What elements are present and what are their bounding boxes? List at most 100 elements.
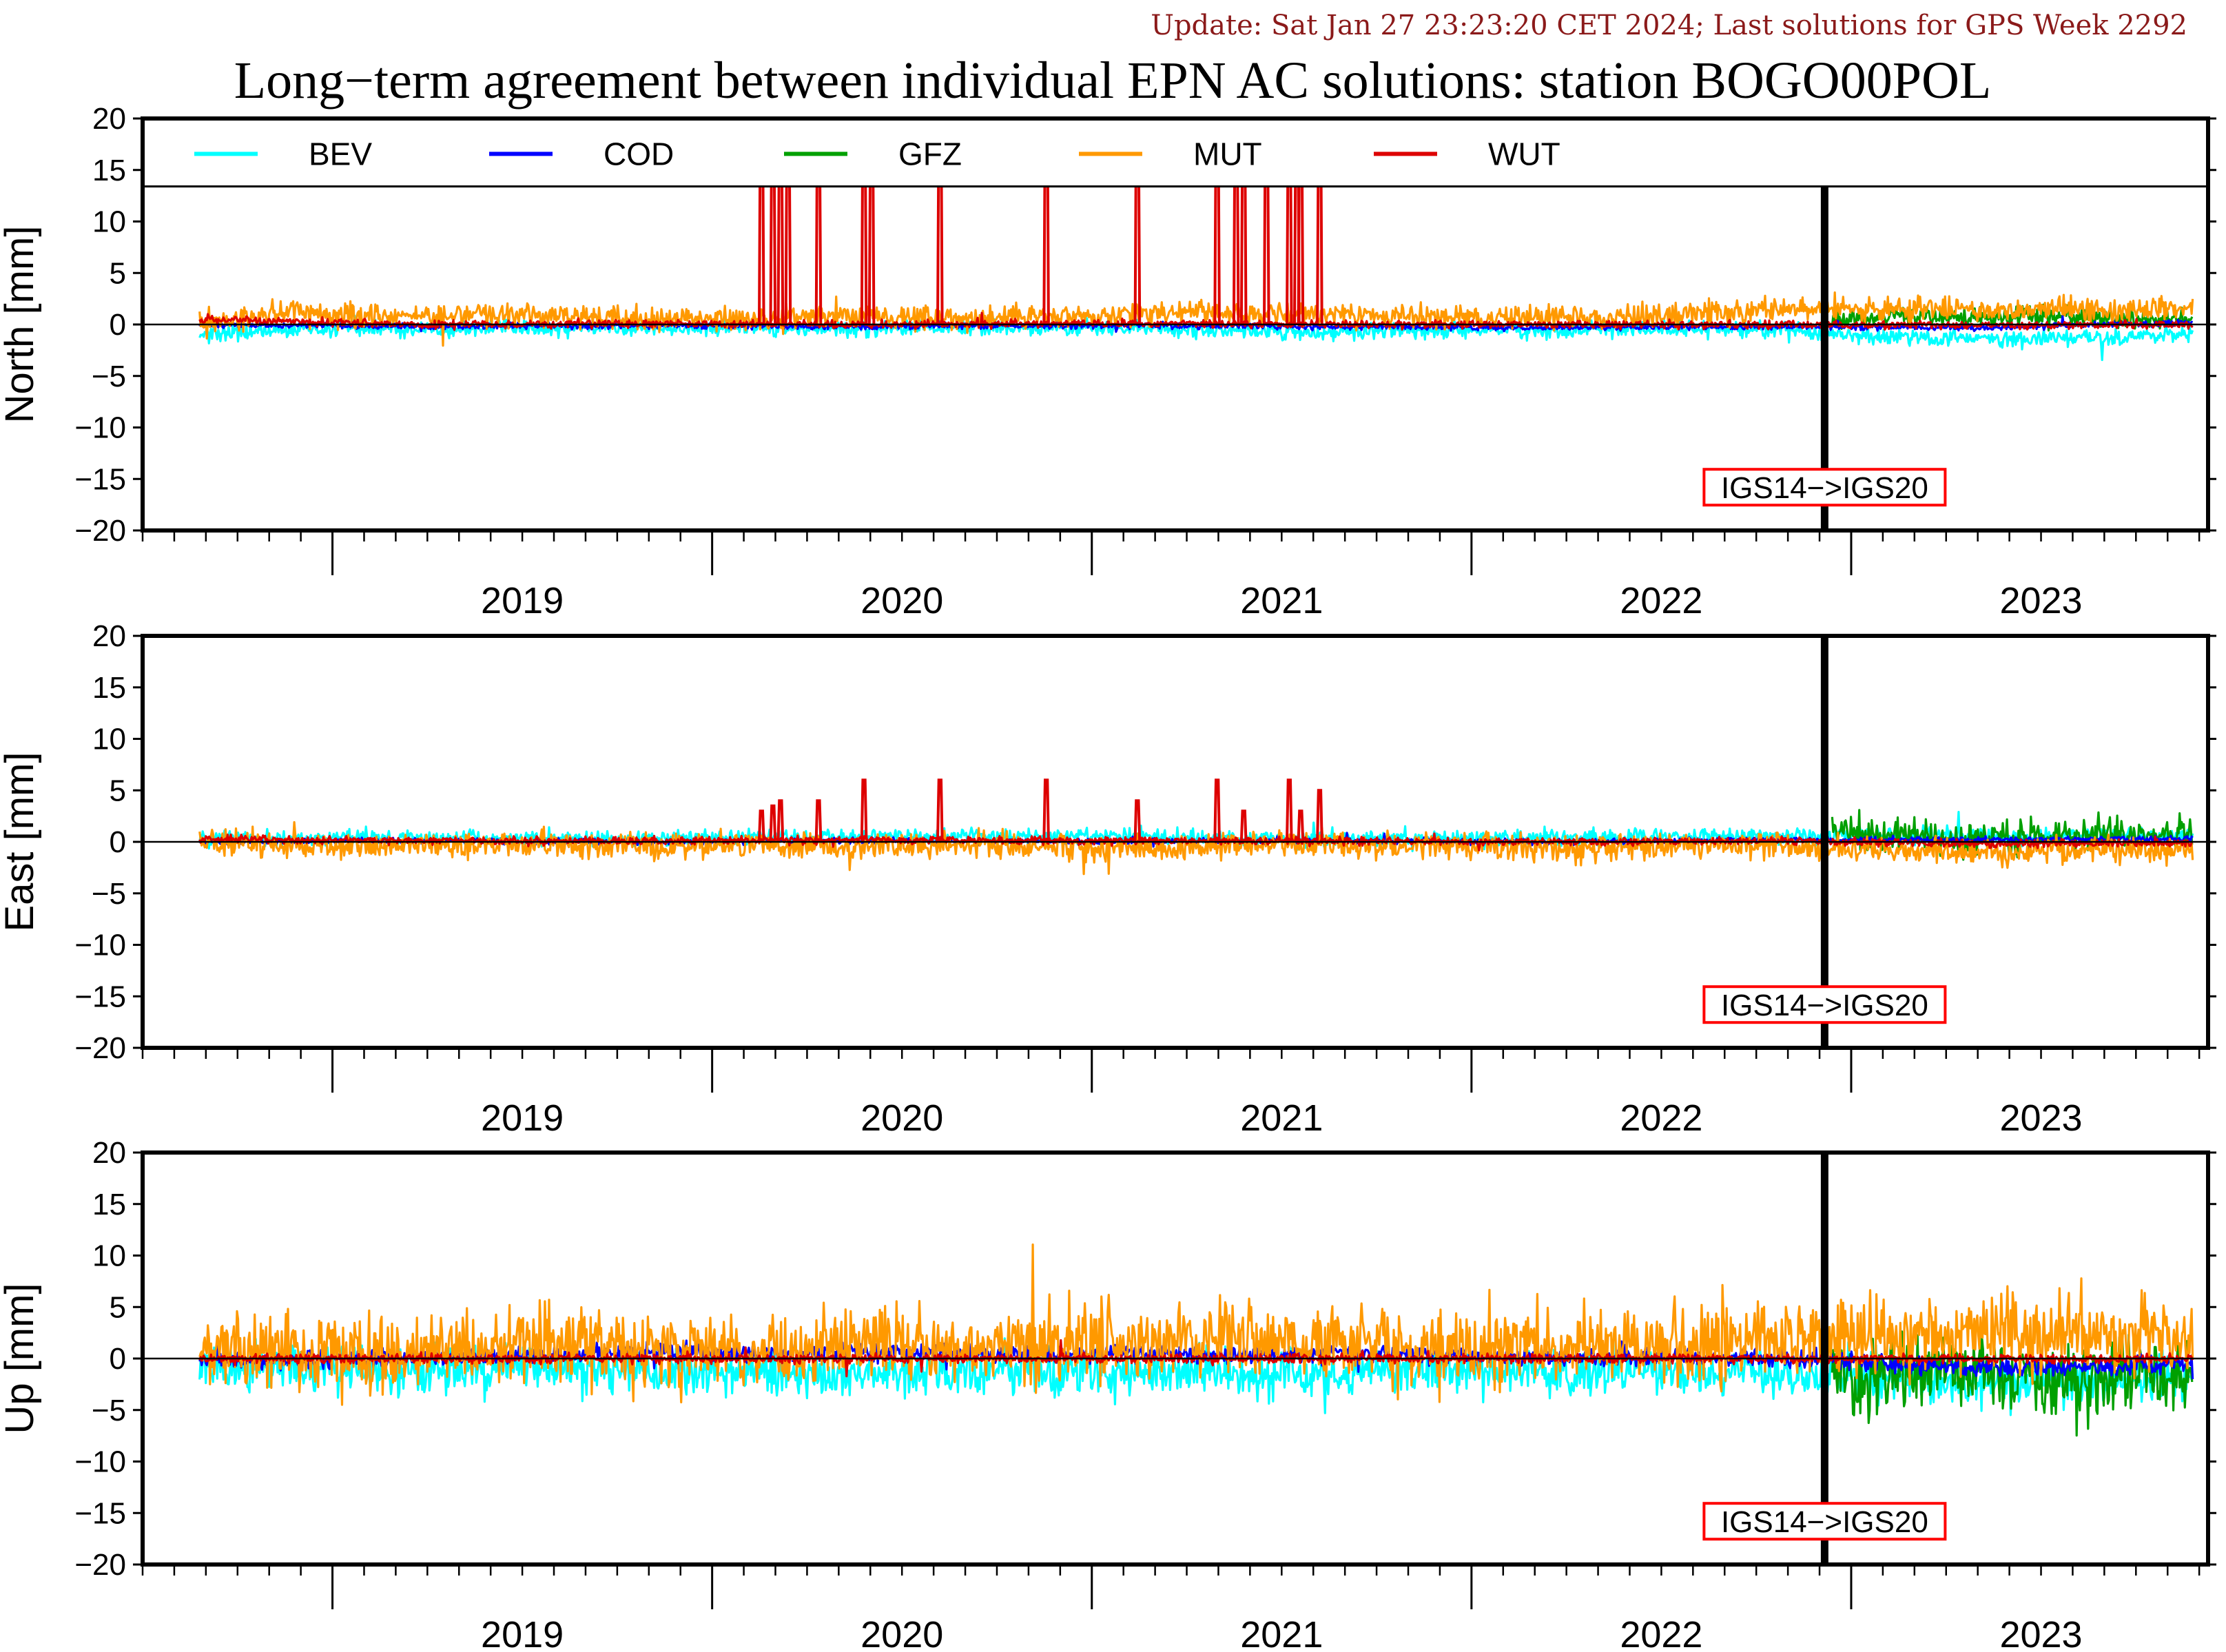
series-wut-spike <box>1239 118 1248 324</box>
annotation-text: IGS14−>IGS20 <box>1721 1505 1928 1539</box>
series-wut-spike <box>776 118 785 324</box>
series-wut-spike <box>1042 118 1050 324</box>
series-wut-spike <box>1297 118 1305 324</box>
x-year-label: 2020 <box>860 1097 943 1139</box>
panel-up: 20 15 10 5 0 −5 −10 −15 −20 Up [mm] 2019 2020 2021 20… <box>0 1136 2216 1652</box>
y-axis-label: North [mm] <box>0 226 42 424</box>
legend-label-mut: MUT <box>1193 136 1262 172</box>
y-tick-label: 5 <box>110 774 126 807</box>
panels-group: BEV COD GFZ MUT WUT 20 15 10 5 0 −5 −10 −15 −20 North … <box>0 102 2216 1652</box>
y-tick-label: −5 <box>92 360 126 393</box>
x-year-label: 2022 <box>1620 1614 1702 1652</box>
series-wut-spike <box>769 804 777 840</box>
y-tick-label: −10 <box>74 411 126 445</box>
series-gfz-line <box>1831 1330 2194 1437</box>
annotation-text: IGS14−>IGS20 <box>1721 989 1928 1022</box>
series-wut-spike <box>1286 778 1293 841</box>
y-tick-label: −10 <box>74 929 126 962</box>
series-wut-spike <box>1213 118 1221 324</box>
legend-label-wut: WUT <box>1488 136 1560 172</box>
y-tick-label: 0 <box>110 1342 126 1376</box>
y-tick-label: −20 <box>74 1031 126 1065</box>
series-wut-spike <box>776 799 785 840</box>
legend-label-gfz: GFZ <box>898 136 962 172</box>
y-tick-label: −15 <box>74 1496 126 1530</box>
series-wut-spike <box>860 778 868 840</box>
x-year-label: 2022 <box>1620 1097 1702 1139</box>
y-tick-label: 10 <box>92 723 126 756</box>
y-axis-label: East [mm] <box>0 752 42 931</box>
annotation-box <box>1702 985 1947 1024</box>
series-wut-spike <box>1213 778 1221 841</box>
series-wut-spike <box>814 799 823 840</box>
series-wut-spike <box>936 778 944 840</box>
annotation-text: IGS14−>IGS20 <box>1721 471 1928 505</box>
legend-label-cod: COD <box>604 136 674 172</box>
x-year-label: 2023 <box>1999 1614 2082 1652</box>
series-wut-spike <box>1286 118 1293 324</box>
series-wut-spike <box>1133 799 1142 841</box>
y-tick-label: 5 <box>110 256 126 290</box>
y-tick-label: −15 <box>74 980 126 1013</box>
y-tick-label: 20 <box>92 619 126 653</box>
y-tick-label: 15 <box>92 154 126 187</box>
series-wut-spike <box>1239 809 1248 841</box>
series-mut-line <box>198 820 2194 876</box>
y-tick-label: −20 <box>74 1548 126 1582</box>
x-year-label: 2022 <box>1620 580 1702 621</box>
series-wut-spike <box>758 809 765 840</box>
x-year-label: 2021 <box>1240 580 1323 621</box>
series-mut-line <box>198 1243 2194 1406</box>
update-note: Update: Sat Jan 27 23:23:20 CET 2024; La… <box>1151 10 2187 41</box>
series-wut-spike <box>867 118 876 325</box>
panel-east: 20 15 10 5 0 −5 −10 −15 −20 East [mm] 2019 2020 2021… <box>0 619 2216 1139</box>
y-tick-label: 10 <box>92 205 126 239</box>
y-axis-label: Up [mm] <box>0 1283 42 1434</box>
series-mut-line <box>198 291 2194 347</box>
series-wut-spike <box>769 118 777 324</box>
y-tick-label: 10 <box>92 1239 126 1273</box>
plot-area <box>198 118 2194 362</box>
x-year-label: 2019 <box>481 580 564 621</box>
x-year-label: 2021 <box>1240 1097 1323 1139</box>
x-year-label: 2020 <box>860 1614 943 1652</box>
series-wut-spike <box>936 118 944 324</box>
y-tick-label: 20 <box>92 1136 126 1170</box>
y-tick-label: 15 <box>92 1188 126 1221</box>
series-wut-spike <box>758 118 765 324</box>
series-wut-spike <box>784 118 792 324</box>
y-tick-label: −20 <box>74 514 126 548</box>
series-wut-spike <box>1297 809 1305 841</box>
y-tick-label: −5 <box>92 1394 126 1427</box>
y-tick-label: 20 <box>92 102 126 136</box>
series-wut-spike <box>1133 118 1142 324</box>
y-tick-label: −5 <box>92 877 126 911</box>
legend-background <box>143 118 2208 187</box>
y-tick-label: −10 <box>74 1445 126 1479</box>
x-year-label: 2023 <box>1999 580 2082 621</box>
x-year-label: 2021 <box>1240 1614 1323 1652</box>
series-wut-spike <box>1316 118 1323 325</box>
annotation-box <box>1702 1502 1947 1541</box>
y-tick-label: −15 <box>74 462 126 496</box>
main-title: Long−term agreement between individual E… <box>234 52 1992 110</box>
series-wut-spike <box>1232 118 1240 324</box>
y-tick-label: 5 <box>110 1290 126 1324</box>
series-wut-spike <box>1316 789 1323 841</box>
series-wut-spike <box>1263 118 1270 324</box>
legend-label-bev: BEV <box>309 136 372 172</box>
y-tick-label: 0 <box>110 308 126 342</box>
x-year-label: 2019 <box>481 1097 564 1139</box>
series-bev-line <box>198 314 2194 362</box>
panel-north: BEV COD GFZ MUT WUT 20 15 10 5 0 −5 −10 −15 −20 North … <box>0 102 2216 621</box>
x-year-label: 2023 <box>1999 1097 2082 1139</box>
y-tick-label: 0 <box>110 825 126 859</box>
series-wut-spike <box>860 118 868 325</box>
series-wut-spike <box>814 118 823 324</box>
series-wut-spike <box>1042 778 1050 841</box>
x-year-label: 2020 <box>860 580 943 621</box>
x-year-label: 2019 <box>481 1614 564 1652</box>
y-tick-label: 15 <box>92 671 126 705</box>
